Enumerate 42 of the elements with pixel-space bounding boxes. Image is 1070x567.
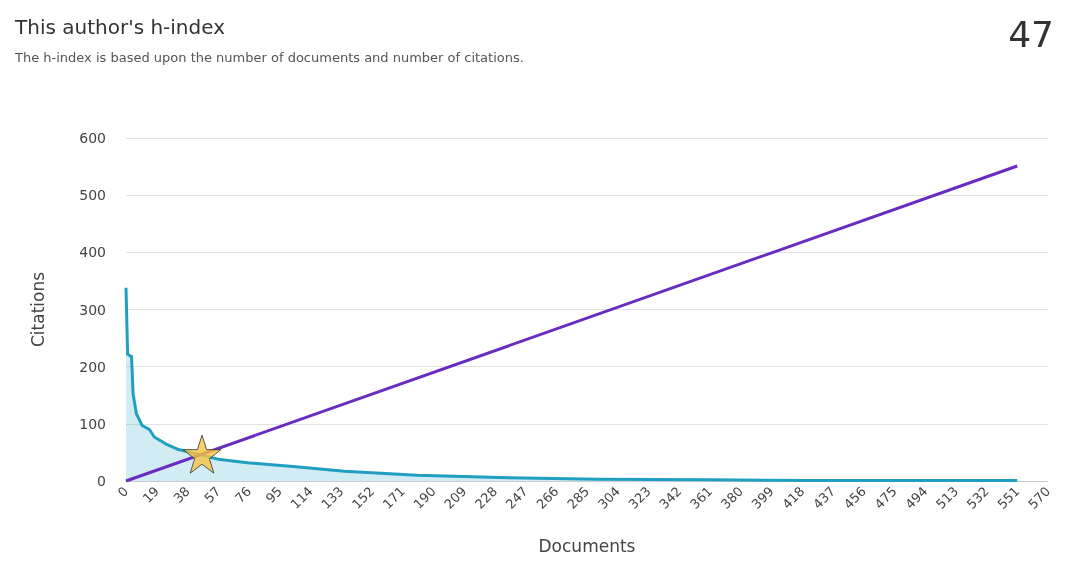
x-tick-label: 285 (564, 483, 593, 512)
x-tick-label: 266 (533, 483, 562, 512)
x-tick-label: 133 (318, 483, 347, 512)
x-tick-label: 456 (840, 483, 869, 512)
x-tick-label: 95 (262, 483, 285, 506)
y-tick-label: 200 (79, 358, 106, 375)
x-tick-label: 475 (871, 483, 900, 512)
x-tick-label: 152 (349, 483, 378, 512)
y-tick-label: 400 (79, 244, 106, 261)
x-tick-label: 532 (963, 483, 992, 512)
y-tick-label: 600 (79, 130, 106, 146)
x-tick-label: 570 (1025, 483, 1054, 512)
x-tick-label: 209 (441, 483, 470, 512)
chart-title: This author's h-index (14, 15, 226, 39)
x-tick-label: 19 (139, 483, 163, 506)
x-tick-label: 304 (594, 483, 624, 512)
x-axis-title: Documents (538, 535, 636, 556)
y-tick-label: 300 (79, 301, 106, 318)
text: 47 (1008, 13, 1054, 55)
x-tick-label: 437 (810, 483, 839, 512)
chart-subtitle: The h-index is based upon the number of documents and number of citations. (14, 50, 524, 65)
x-tick-label: 171 (379, 483, 408, 512)
x-tick-label: 418 (779, 483, 808, 512)
x-tick-label: 361 (687, 483, 716, 512)
y-tick-label: 500 (79, 187, 106, 204)
y-axis-title: Citations (27, 271, 48, 348)
y-tick-label: 100 (79, 415, 106, 432)
x-tick-label: 399 (748, 483, 777, 512)
x-tick-label: 513 (932, 483, 962, 512)
x-tick-label: 551 (994, 483, 1023, 512)
x-tick-label: 228 (471, 483, 501, 512)
x-tick-label: 114 (287, 483, 316, 512)
x-tick-label: 323 (625, 483, 654, 512)
x-tick-label: 494 (902, 483, 931, 512)
x-tick-label: 342 (656, 483, 685, 512)
x-tick-label: 0 (114, 483, 132, 501)
x-tick-label: 57 (201, 483, 224, 506)
x-tick-label: 76 (231, 483, 255, 506)
x-tick-label: 190 (410, 483, 439, 512)
x-tick-label: 380 (717, 483, 746, 512)
x-tick-label: 38 (170, 483, 193, 506)
y-tick-label: 0 (97, 473, 106, 489)
